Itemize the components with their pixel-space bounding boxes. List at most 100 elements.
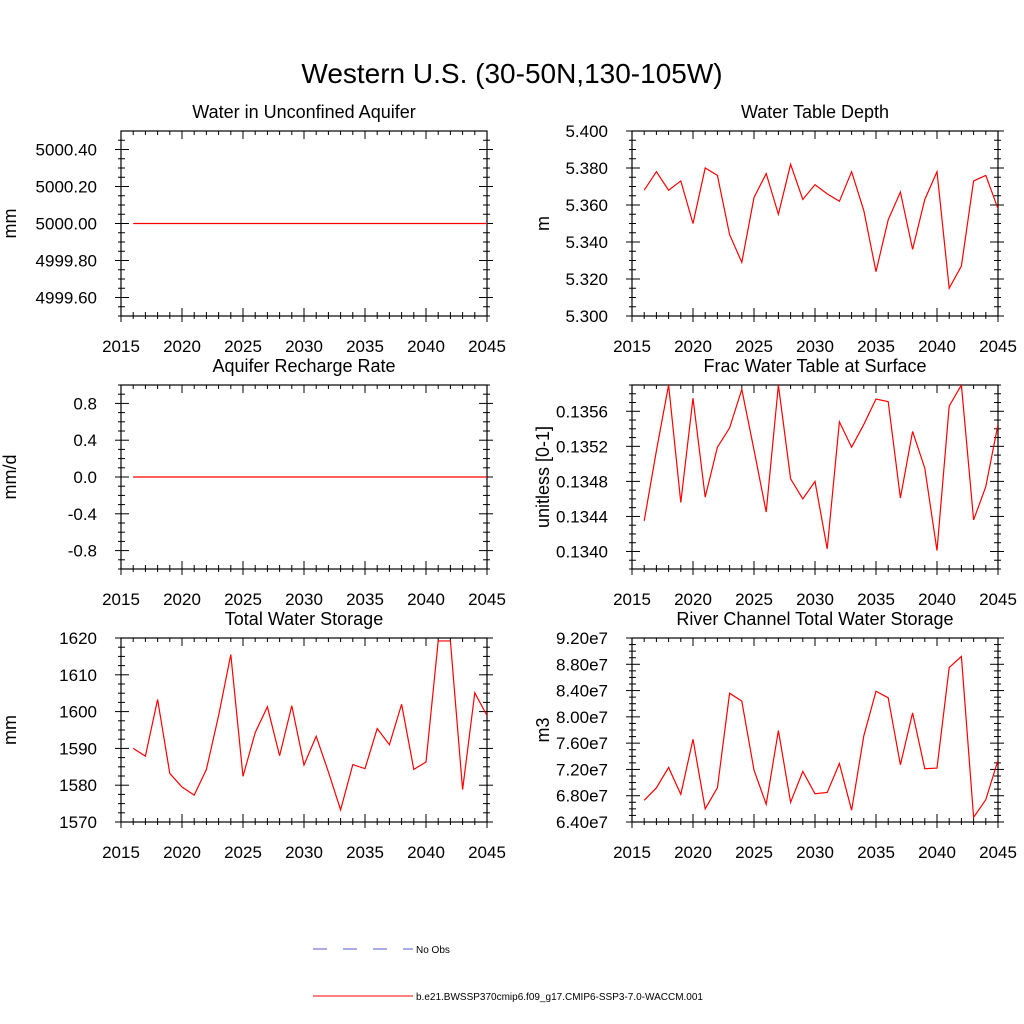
legend-no-obs-label: No Obs <box>416 945 450 956</box>
series-line <box>643 655 998 820</box>
x-tick-label: 2040 <box>918 337 956 356</box>
x-tick-label: 2035 <box>346 590 384 609</box>
panel-6: River Channel Total Water Storage 2015 202… <box>533 609 1017 862</box>
y-tick-label: -0.8 <box>68 542 97 561</box>
y-tick-label: 9.20e7 <box>556 629 608 648</box>
y-tick-label: 1610 <box>59 666 97 685</box>
y-tick-label: 1600 <box>59 703 97 722</box>
y-axis-label: unitless [0-1] <box>533 426 553 528</box>
x-tick-label: 2015 <box>102 843 140 862</box>
y-tick-label: 5000.20 <box>36 178 97 197</box>
y-tick-label: 5000.40 <box>36 141 97 160</box>
y-tick-label: 1590 <box>59 739 97 758</box>
x-tick-label: 2040 <box>918 590 956 609</box>
x-tick-label: 2045 <box>979 590 1017 609</box>
panel-3: Aquifer Recharge Rate 2015 2020 2025 2030 203… <box>0 356 506 609</box>
y-tick-label: -0.4 <box>68 505 97 524</box>
x-tick-label: 2040 <box>407 590 445 609</box>
y-axis-label: mm <box>0 209 20 239</box>
x-tick-label: 2030 <box>285 590 323 609</box>
x-tick-label: 2035 <box>857 590 895 609</box>
y-tick-label: 0.1344 <box>556 507 608 526</box>
x-tick-label: 2045 <box>468 337 506 356</box>
x-tick-label: 2045 <box>979 337 1017 356</box>
panel-2: Water Table Depth 2015 2020 2025 2030 2035 204… <box>533 102 1017 356</box>
plot-frame <box>120 637 488 823</box>
y-tick-label: 1570 <box>59 813 97 832</box>
panel-title: River Channel Total Water Storage <box>676 609 953 629</box>
x-tick-label: 2015 <box>613 843 651 862</box>
plot-frame <box>631 637 999 823</box>
panel-title: Aquifer Recharge Rate <box>212 356 395 376</box>
x-tick-label: 2040 <box>407 843 445 862</box>
x-tick-label: 2020 <box>163 590 201 609</box>
y-tick-label: 8.00e7 <box>556 708 608 727</box>
y-tick-label: 6.80e7 <box>556 787 608 806</box>
x-tick-label: 2035 <box>857 337 895 356</box>
y-axis-label: mm/d <box>0 455 20 500</box>
x-tick-label: 2020 <box>163 843 201 862</box>
x-tick-label: 2015 <box>102 590 140 609</box>
y-tick-label: 8.80e7 <box>556 655 608 674</box>
x-tick-label: 2040 <box>918 843 956 862</box>
y-tick-label: 0.4 <box>73 431 97 450</box>
y-tick-label: 4999.80 <box>36 252 97 271</box>
x-tick-label: 2035 <box>346 337 384 356</box>
x-tick-label: 2025 <box>224 590 262 609</box>
y-tick-label: 0.1348 <box>556 472 608 491</box>
y-tick-label: 4999.60 <box>36 289 97 308</box>
x-tick-label: 2020 <box>674 590 712 609</box>
y-tick-label: 5.380 <box>565 159 608 178</box>
y-tick-label: 7.20e7 <box>556 760 608 779</box>
y-axis-label: m3 <box>533 717 553 742</box>
y-tick-label: 5000.00 <box>36 215 97 234</box>
y-tick-label: 0.0 <box>73 468 97 487</box>
legend-model-label: b.e21.BWSSP370cmip6.f09_g17.CMIP6-SSP3-7… <box>416 992 703 1003</box>
x-tick-label: 2025 <box>224 843 262 862</box>
y-axis-label: m <box>533 216 553 231</box>
y-tick-label: 8.40e7 <box>556 682 608 701</box>
x-tick-label: 2025 <box>735 590 773 609</box>
panel-5: Total Water Storage 2015 2020 2025 2030 2035 2… <box>0 609 506 862</box>
x-tick-label: 2025 <box>224 337 262 356</box>
x-tick-label: 2020 <box>674 337 712 356</box>
y-tick-label: 5.360 <box>565 196 608 215</box>
x-tick-label: 2030 <box>796 337 834 356</box>
panel-title: Water in Unconfined Aquifer <box>192 102 415 122</box>
y-tick-label: 0.1352 <box>556 437 608 456</box>
x-tick-label: 2015 <box>613 590 651 609</box>
panel-title: Frac Water Table at Surface <box>703 356 926 376</box>
x-tick-label: 2045 <box>468 590 506 609</box>
x-tick-label: 2040 <box>407 337 445 356</box>
panel-title: Water Table Depth <box>741 102 889 122</box>
x-tick-label: 2015 <box>613 337 651 356</box>
x-tick-label: 2030 <box>285 843 323 862</box>
y-tick-label: 5.340 <box>565 233 608 252</box>
series-line <box>643 385 998 551</box>
x-tick-label: 2035 <box>346 843 384 862</box>
legend: No Obs b.e21.BWSSP370cmip6.f09_g17.CMIP6… <box>313 945 703 1003</box>
figure-title: Western U.S. (30-50N,130-105W) <box>301 58 722 89</box>
x-tick-label: 2025 <box>735 337 773 356</box>
y-tick-label: 6.40e7 <box>556 813 608 832</box>
y-axis-label: mm <box>0 715 20 745</box>
x-tick-label: 2030 <box>285 337 323 356</box>
x-tick-label: 2045 <box>468 843 506 862</box>
y-tick-label: 0.8 <box>73 394 97 413</box>
x-tick-label: 2045 <box>979 843 1017 862</box>
y-tick-label: 5.300 <box>565 307 608 326</box>
panel-1: Water in Unconfined Aquifer 2015 2020 2025 2… <box>0 102 506 356</box>
y-tick-label: 1580 <box>59 776 97 795</box>
y-tick-label: 7.60e7 <box>556 734 608 753</box>
series-line <box>643 162 998 291</box>
panel-4: Frac Water Table at Surface 2015 2020 2025 2… <box>533 356 1017 609</box>
y-tick-label: 5.400 <box>565 122 608 141</box>
x-tick-label: 2020 <box>163 337 201 356</box>
x-tick-label: 2020 <box>674 843 712 862</box>
x-tick-label: 2030 <box>796 590 834 609</box>
panels: Water in Unconfined Aquifer 2015 2020 2025 2… <box>0 102 1017 862</box>
panel-title: Total Water Storage <box>225 609 383 629</box>
plot-frame <box>631 130 999 317</box>
y-tick-label: 0.1356 <box>556 402 608 421</box>
